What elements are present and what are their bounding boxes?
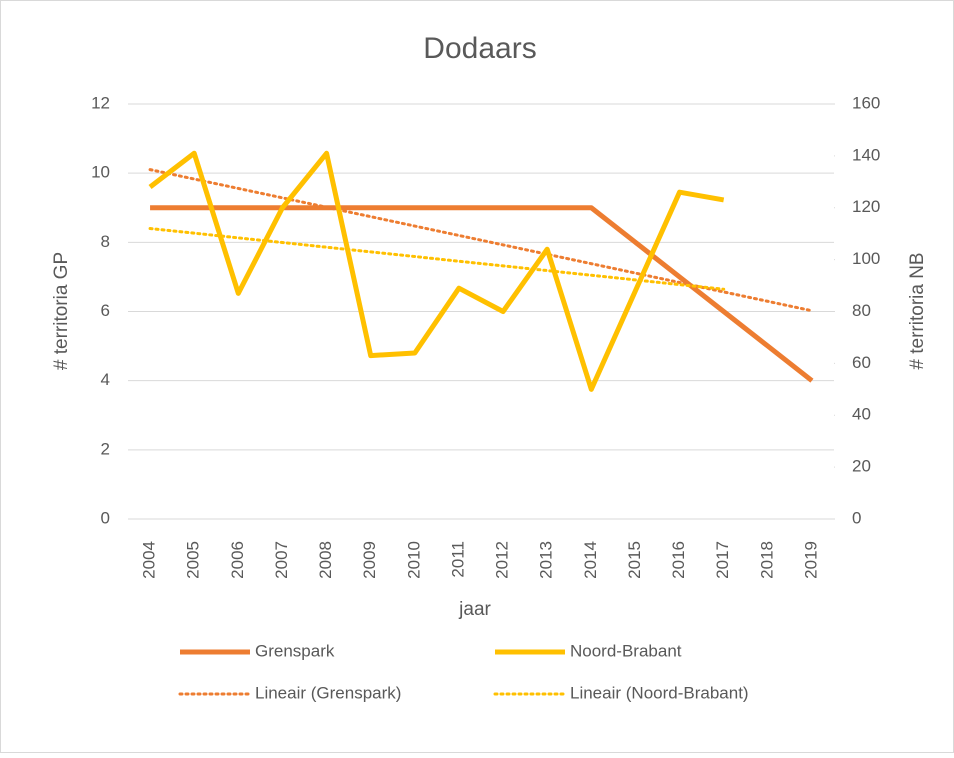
x-tick-label: 2014 [581,541,600,579]
y2-tick-label: 40 [852,405,871,424]
x-tick-label: 2011 [448,541,467,578]
y-tick-label: 0 [101,508,110,527]
y2-tick-label: 140 [852,145,880,164]
x-tick-label: 2018 [757,541,776,579]
y-tick-label: 8 [101,232,110,251]
legend-label: Lineair (Grenspark) [255,683,401,702]
x-axis-label: jaar [458,599,491,620]
y-axis-label: # territoria GP [51,252,72,370]
x-tick-label: 2012 [493,541,512,579]
x-tick-label: 2013 [537,541,556,579]
y-tick-label: 2 [101,439,110,458]
y2-axis-label: # territoria NB [907,252,928,369]
legend-label: Noord-Brabant [570,641,682,660]
y2-tick-label: 20 [852,457,871,476]
x-tick-label: 2015 [625,541,644,579]
x-tick-label: 2005 [184,541,203,579]
x-tick-label: 2010 [404,541,423,579]
series-line [150,205,814,383]
series-line [148,150,725,392]
x-tick-label: 2008 [316,541,335,579]
y-tick-label: 10 [91,163,110,182]
x-tick-label: 2017 [713,541,732,579]
x-tick-label: 2009 [360,541,379,579]
y2-tick-label: 60 [852,353,871,372]
legend-label: Lineair (Noord-Brabant) [570,683,749,702]
x-tick-label: 2016 [669,541,688,579]
trendline [148,227,726,291]
y2-tick-label: 160 [852,93,880,112]
y2-tick-label: 100 [852,249,880,268]
y-tick-label: 6 [101,301,110,320]
legend-label: Grenspark [255,641,335,660]
y2-tick-label: 0 [852,508,861,527]
x-tick-label: 2006 [228,541,247,579]
chart-title: Dodaars [423,32,536,65]
y-tick-label: 12 [91,93,110,112]
x-tick-label: 2004 [140,541,159,579]
y-tick-label: 4 [101,370,110,389]
x-tick-label: 2019 [801,541,820,579]
y2-tick-label: 120 [852,197,880,216]
x-tick-label: 2007 [272,541,291,579]
y2-tick-label: 80 [852,301,871,320]
